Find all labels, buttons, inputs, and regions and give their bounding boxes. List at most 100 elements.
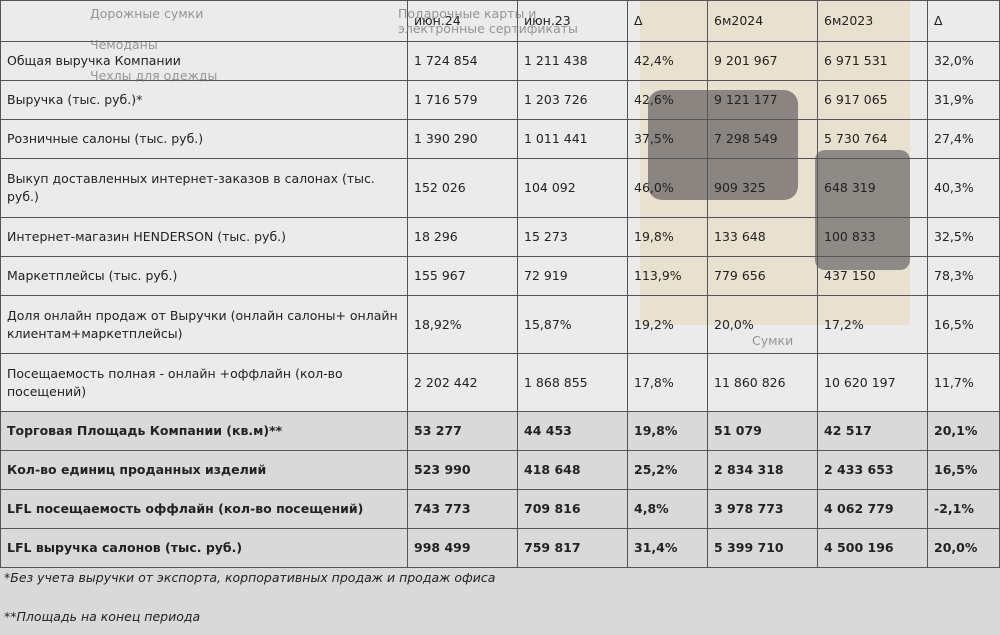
- table-cell: 3 978 773: [708, 490, 818, 529]
- bag-image: [648, 90, 798, 200]
- table-cell: 40,3%: [928, 159, 1000, 218]
- table-cell: -2,1%: [928, 490, 1000, 529]
- table-cell: 1 203 726: [518, 81, 628, 120]
- row-label: Посещаемость полная - онлайн +оффлайн (к…: [0, 354, 408, 412]
- table-cell: 42,6%: [628, 81, 708, 120]
- table-cell: 16,5%: [928, 296, 1000, 354]
- header-cell: [0, 0, 408, 42]
- footnote: **Площадь на конец периода: [4, 609, 201, 624]
- header-cell: 6м2024: [708, 0, 818, 42]
- table-cell: 1 868 855: [518, 354, 628, 412]
- row-label: Маркетплейсы (тыс. руб.): [0, 257, 408, 296]
- table-cell: 15,87%: [518, 296, 628, 354]
- header-cell: июн.24: [408, 0, 518, 42]
- table-cell: 104 092: [518, 159, 628, 218]
- menu-item[interactable]: Чемоданы: [90, 37, 158, 52]
- header-cell: июн.23: [518, 0, 628, 42]
- table-cell: 6 971 531: [818, 42, 928, 81]
- row-label: Кол-во единиц проданных изделий: [0, 451, 408, 490]
- row-label: LFL выручка салонов (тыс. руб.): [0, 529, 408, 568]
- table-cell: 7 298 549: [708, 120, 818, 159]
- bag-image: [815, 150, 910, 270]
- table-cell: 1 011 441: [518, 120, 628, 159]
- table-cell: 759 817: [518, 529, 628, 568]
- table-cell: 32,5%: [928, 218, 1000, 257]
- table-cell: 4,8%: [628, 490, 708, 529]
- table-cell: 17,8%: [628, 354, 708, 412]
- table-cell: 17,2%: [818, 296, 928, 354]
- table-cell: 42 517: [818, 412, 928, 451]
- table-cell: 51 079: [708, 412, 818, 451]
- header-cell: Δ: [628, 0, 708, 42]
- table-cell: 418 648: [518, 451, 628, 490]
- table-cell: 1 211 438: [518, 42, 628, 81]
- table-cell: 78,3%: [928, 257, 1000, 296]
- table-cell: 11 860 826: [708, 354, 818, 412]
- table-cell: 25,2%: [628, 451, 708, 490]
- table-cell: 437 150: [818, 257, 928, 296]
- table-cell: 523 990: [408, 451, 518, 490]
- table-cell: 72 919: [518, 257, 628, 296]
- table-cell: 5 399 710: [708, 529, 818, 568]
- menu-item[interactable]: Подарочные карты и электронные сертифика…: [398, 6, 578, 36]
- row-label: Интернет-магазин HENDERSON (тыс. руб.): [0, 218, 408, 257]
- table-cell: 2 202 442: [408, 354, 518, 412]
- table-cell: 9 201 967: [708, 42, 818, 81]
- table-cell: 2 834 318: [708, 451, 818, 490]
- table-cell: 37,5%: [628, 120, 708, 159]
- row-label: Торговая Площадь Компании (кв.м)**: [0, 412, 408, 451]
- table-cell: 16,5%: [928, 451, 1000, 490]
- table-cell: 113,9%: [628, 257, 708, 296]
- table-cell: 1 724 854: [408, 42, 518, 81]
- table-cell: 133 648: [708, 218, 818, 257]
- table-cell: 648 319: [818, 159, 928, 218]
- table-cell: 152 026: [408, 159, 518, 218]
- table-cell: 19,8%: [628, 412, 708, 451]
- table-cell: 18,92%: [408, 296, 518, 354]
- table-cell: 100 833: [818, 218, 928, 257]
- table-cell: 19,8%: [628, 218, 708, 257]
- table-cell: 19,2%: [628, 296, 708, 354]
- row-label: LFL посещаемость оффлайн (кол-во посещен…: [0, 490, 408, 529]
- table-cell: 779 656: [708, 257, 818, 296]
- table-cell: 20,1%: [928, 412, 1000, 451]
- table-cell: 31,4%: [628, 529, 708, 568]
- table-cell: 44 453: [518, 412, 628, 451]
- table-cell: 998 499: [408, 529, 518, 568]
- table-cell: 2 433 653: [818, 451, 928, 490]
- row-label: Общая выручка Компании: [0, 42, 408, 81]
- table-cell: 20,0%: [708, 296, 818, 354]
- header-cell: Δ: [928, 0, 1000, 42]
- row-label: Доля онлайн продаж от Выручки (онлайн са…: [0, 296, 408, 354]
- header-cell: 6м2023: [818, 0, 928, 42]
- table-cell: 5 730 764: [818, 120, 928, 159]
- row-label: Выкуп доставленных интернет-заказов в са…: [0, 159, 408, 218]
- row-label: Выручка (тыс. руб.)*: [0, 81, 408, 120]
- footnote: *Без учета выручки от экспорта, корпорат…: [4, 570, 496, 585]
- table-cell: 9 121 177: [708, 81, 818, 120]
- menu-item[interactable]: Сумки: [752, 333, 794, 348]
- table-cell: 155 967: [408, 257, 518, 296]
- table-cell: 4 500 196: [818, 529, 928, 568]
- table-cell: 18 296: [408, 218, 518, 257]
- row-label: Розничные салоны (тыс. руб.): [0, 120, 408, 159]
- table-cell: 53 277: [408, 412, 518, 451]
- table-cell: 31,9%: [928, 81, 1000, 120]
- table-cell: 909 325: [708, 159, 818, 218]
- table-cell: 4 062 779: [818, 490, 928, 529]
- table-cell: 709 816: [518, 490, 628, 529]
- table-cell: 46,0%: [628, 159, 708, 218]
- table-cell: 27,4%: [928, 120, 1000, 159]
- table-cell: 1 716 579: [408, 81, 518, 120]
- table-cell: 6 917 065: [818, 81, 928, 120]
- menu-item[interactable]: Дорожные сумки: [90, 6, 204, 21]
- table-cell: 1 390 290: [408, 120, 518, 159]
- table-cell: 11,7%: [928, 354, 1000, 412]
- table-cell: 10 620 197: [818, 354, 928, 412]
- table-cell: 32,0%: [928, 42, 1000, 81]
- table-cell: 20,0%: [928, 529, 1000, 568]
- menu-item[interactable]: Чехлы для одежды: [90, 68, 218, 83]
- table-cell: 743 773: [408, 490, 518, 529]
- table-cell: 15 273: [518, 218, 628, 257]
